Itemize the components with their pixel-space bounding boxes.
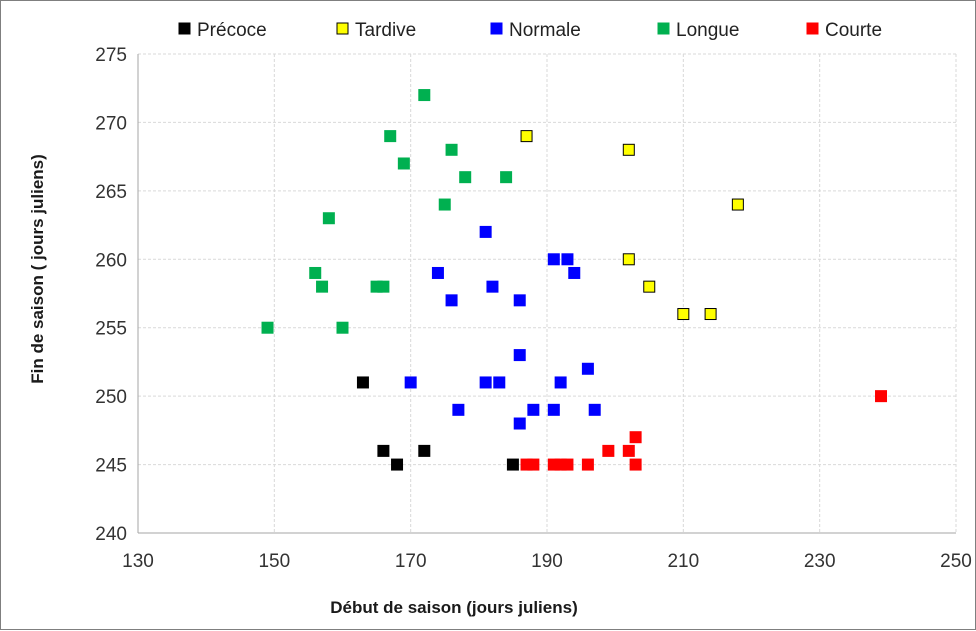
x-tick-label: 230 [804,551,836,572]
point-courte [561,458,574,471]
y-axis-title: Fin de saison ( jours juliens) [28,154,47,384]
tick-labels: 240 245 250 255 260 265 270 275 130 150 170 190 210 2… [95,45,972,572]
point-tardive [643,280,656,293]
point-longue [500,171,513,184]
gridlines [138,53,957,533]
point-longue [418,89,431,102]
point-courte [527,458,540,471]
x-axis-title: Début de saison (jours juliens) [330,598,577,617]
point-longue [336,321,349,334]
point-precoce [377,444,390,457]
point-courte [622,444,635,457]
point-courte [629,458,642,471]
legend-label-tardive: Tardive [355,20,416,41]
point-longue [384,130,397,143]
point-courte [629,431,642,444]
point-longue [438,198,451,211]
point-normale [561,253,574,266]
y-tick-label: 260 [95,250,127,271]
y-tick-label: 275 [95,45,127,66]
point-precoce [391,458,404,471]
y-tick-label: 255 [95,319,127,340]
point-longue [459,171,472,184]
point-normale [513,349,526,362]
x-tick-label: 190 [531,551,563,572]
legend-marker-longue [657,22,670,35]
x-tick-label: 150 [258,551,290,572]
point-normale [588,403,601,416]
point-normale [513,294,526,307]
point-normale [431,266,444,279]
point-tardive [622,253,635,266]
point-normale [404,376,417,389]
point-normale [568,266,581,279]
legend-marker-tardive [336,22,349,35]
y-tick-label: 240 [95,524,127,545]
point-precoce [356,376,369,389]
point-longue [316,280,329,293]
y-tick-label: 245 [95,456,127,477]
x-tick-label: 250 [940,551,972,572]
point-tardive [677,308,690,321]
point-tardive [704,308,717,321]
point-normale [486,280,499,293]
point-longue [261,321,274,334]
point-precoce [506,458,519,471]
legend: Précoce Tardive Normale Longue Courte [178,20,882,41]
point-normale [554,376,567,389]
point-normale [493,376,506,389]
point-normale [527,403,540,416]
y-tick-label: 250 [95,387,127,408]
point-tardive [622,143,635,156]
point-courte [602,444,615,457]
legend-label-normale: Normale [509,20,581,41]
point-courte [581,458,594,471]
y-tick-label: 265 [95,182,127,203]
y-tick-label: 270 [95,113,127,134]
point-tardive [520,130,533,143]
legend-marker-precoce [178,22,191,35]
legend-label-courte: Courte [825,20,882,41]
legend-marker-normale [490,22,503,35]
point-longue [445,143,458,156]
legend-label-precoce: Précoce [197,20,267,41]
point-normale [479,225,492,238]
point-courte [875,390,888,403]
point-longue [322,212,335,225]
axes [137,54,956,534]
point-precoce [418,444,431,457]
point-normale [445,294,458,307]
legend-marker-courte [806,22,819,35]
x-tick-label: 210 [667,551,699,572]
x-tick-label: 130 [122,551,154,572]
point-normale [547,253,560,266]
point-normale [513,417,526,430]
point-normale [452,403,465,416]
point-tardive [731,198,744,211]
legend-label-longue: Longue [676,20,739,41]
point-normale [581,362,594,375]
point-normale [547,403,560,416]
point-longue [377,280,390,293]
point-normale [479,376,492,389]
point-longue [397,157,410,170]
point-longue [309,266,322,279]
x-tick-label: 170 [395,551,427,572]
data-points [261,89,888,471]
